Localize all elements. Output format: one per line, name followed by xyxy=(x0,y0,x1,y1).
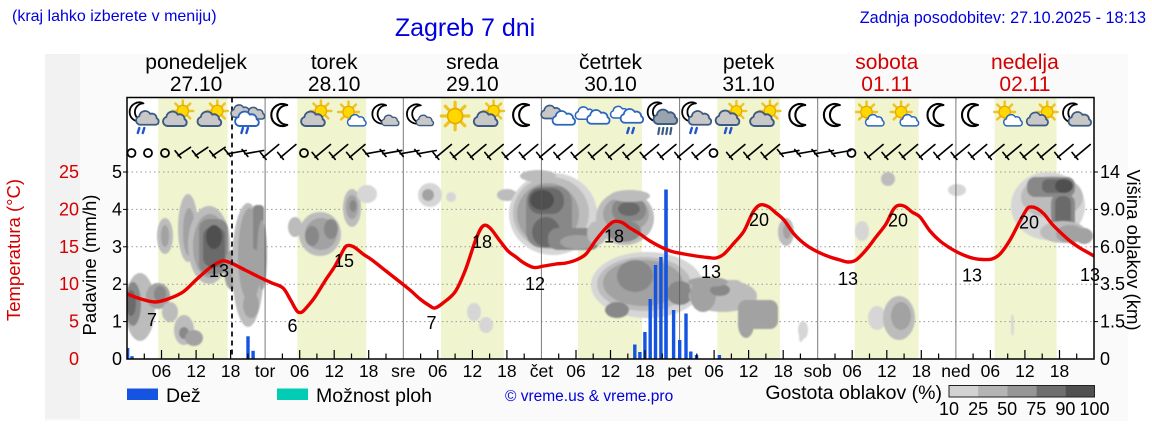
svg-text:0: 0 xyxy=(112,349,122,369)
svg-text:12: 12 xyxy=(739,361,758,381)
svg-text:Možnost ploh: Možnost ploh xyxy=(316,385,432,407)
svg-text:18: 18 xyxy=(497,361,516,381)
svg-text:12: 12 xyxy=(1015,361,1034,381)
svg-text:18: 18 xyxy=(773,361,792,381)
svg-text:© vreme.us & vreme.pro: © vreme.us & vreme.pro xyxy=(505,388,673,405)
svg-text:9.0: 9.0 xyxy=(1100,199,1125,219)
svg-text:15: 15 xyxy=(334,251,354,271)
svg-text:10: 10 xyxy=(939,399,959,419)
svg-text:Temperatura (°C): Temperatura (°C) xyxy=(3,179,24,321)
svg-text:1: 1 xyxy=(112,312,122,332)
svg-text:(kraj lahko izberete v meniju): (kraj lahko izberete v meniju) xyxy=(12,8,217,25)
svg-text:Zadnja posodobitev: 27.10.2025: Zadnja posodobitev: 27.10.2025 - 18:13 xyxy=(860,9,1146,27)
svg-text:sreda: sreda xyxy=(446,51,499,74)
svg-text:Gostota oblakov (%): Gostota oblakov (%) xyxy=(765,382,942,404)
svg-text:četrtek: četrtek xyxy=(579,51,643,74)
svg-text:5: 5 xyxy=(112,162,122,182)
svg-text:torek: torek xyxy=(311,51,358,74)
svg-text:20: 20 xyxy=(888,211,908,231)
svg-text:12: 12 xyxy=(186,361,205,381)
svg-text:6: 6 xyxy=(287,316,297,336)
svg-text:12: 12 xyxy=(877,361,896,381)
svg-text:25: 25 xyxy=(968,399,988,419)
svg-text:2: 2 xyxy=(112,274,122,294)
svg-text:18: 18 xyxy=(359,361,378,381)
svg-text:28.10: 28.10 xyxy=(308,73,361,96)
svg-text:0: 0 xyxy=(69,349,79,369)
svg-text:13: 13 xyxy=(962,266,982,286)
svg-text:06: 06 xyxy=(842,361,861,381)
svg-text:29.10: 29.10 xyxy=(446,73,499,96)
svg-text:20: 20 xyxy=(749,210,769,230)
svg-text:13: 13 xyxy=(838,269,858,289)
svg-text:sobota: sobota xyxy=(855,51,918,74)
svg-text:18: 18 xyxy=(1050,361,1069,381)
svg-text:3.5: 3.5 xyxy=(1100,274,1125,294)
svg-text:01.11: 01.11 xyxy=(861,73,912,96)
svg-text:7: 7 xyxy=(147,310,157,330)
svg-text:ned: ned xyxy=(941,361,970,381)
svg-text:nedelja: nedelja xyxy=(991,51,1059,74)
svg-text:Padavine (mm/h): Padavine (mm/h) xyxy=(79,195,100,336)
svg-text:sob: sob xyxy=(804,361,832,381)
svg-text:3: 3 xyxy=(112,237,122,257)
svg-text:18: 18 xyxy=(635,361,654,381)
svg-text:pet: pet xyxy=(667,361,691,381)
svg-text:25: 25 xyxy=(59,162,79,182)
svg-text:14: 14 xyxy=(1100,162,1120,182)
svg-text:10: 10 xyxy=(59,274,79,294)
svg-text:18: 18 xyxy=(472,232,492,252)
svg-text:06: 06 xyxy=(981,361,1000,381)
svg-text:12: 12 xyxy=(463,361,482,381)
svg-text:31.10: 31.10 xyxy=(722,73,775,96)
svg-text:4: 4 xyxy=(112,199,122,219)
svg-text:sre: sre xyxy=(391,361,415,381)
svg-text:06: 06 xyxy=(290,361,309,381)
svg-text:06: 06 xyxy=(704,361,723,381)
svg-text:100: 100 xyxy=(1079,399,1109,419)
svg-text:02.11: 02.11 xyxy=(999,73,1050,96)
svg-text:6.0: 6.0 xyxy=(1100,237,1125,257)
svg-text:ponedeljek: ponedeljek xyxy=(145,51,247,74)
svg-text:15: 15 xyxy=(59,237,79,257)
svg-text:13: 13 xyxy=(701,262,721,282)
svg-text:12: 12 xyxy=(324,361,343,381)
svg-text:18: 18 xyxy=(912,361,931,381)
svg-text:0: 0 xyxy=(1100,349,1110,369)
svg-text:tor: tor xyxy=(255,361,276,381)
svg-text:13: 13 xyxy=(1080,265,1100,285)
svg-text:Dež: Dež xyxy=(166,385,201,407)
svg-text:petek: petek xyxy=(723,51,775,74)
svg-text:06: 06 xyxy=(152,361,171,381)
svg-text:5: 5 xyxy=(69,312,79,332)
svg-text:13: 13 xyxy=(209,261,229,281)
svg-text:20: 20 xyxy=(1019,213,1039,233)
svg-text:18: 18 xyxy=(221,361,240,381)
svg-text:20: 20 xyxy=(59,199,79,219)
svg-text:90: 90 xyxy=(1055,399,1075,419)
svg-text:7: 7 xyxy=(426,313,436,333)
svg-text:75: 75 xyxy=(1026,399,1046,419)
svg-text:čet: čet xyxy=(530,361,553,381)
svg-text:Zagreb 7 dni: Zagreb 7 dni xyxy=(395,14,535,42)
svg-text:30.10: 30.10 xyxy=(584,73,637,96)
svg-text:18: 18 xyxy=(604,227,624,247)
svg-text:06: 06 xyxy=(428,361,447,381)
svg-text:27.10: 27.10 xyxy=(170,73,223,96)
svg-text:12: 12 xyxy=(525,274,545,294)
svg-text:Višina oblakov (km): Višina oblakov (km) xyxy=(1123,169,1144,330)
svg-text:12: 12 xyxy=(601,361,620,381)
svg-text:50: 50 xyxy=(997,399,1017,419)
svg-text:1.5: 1.5 xyxy=(1100,312,1125,332)
svg-text:06: 06 xyxy=(566,361,585,381)
